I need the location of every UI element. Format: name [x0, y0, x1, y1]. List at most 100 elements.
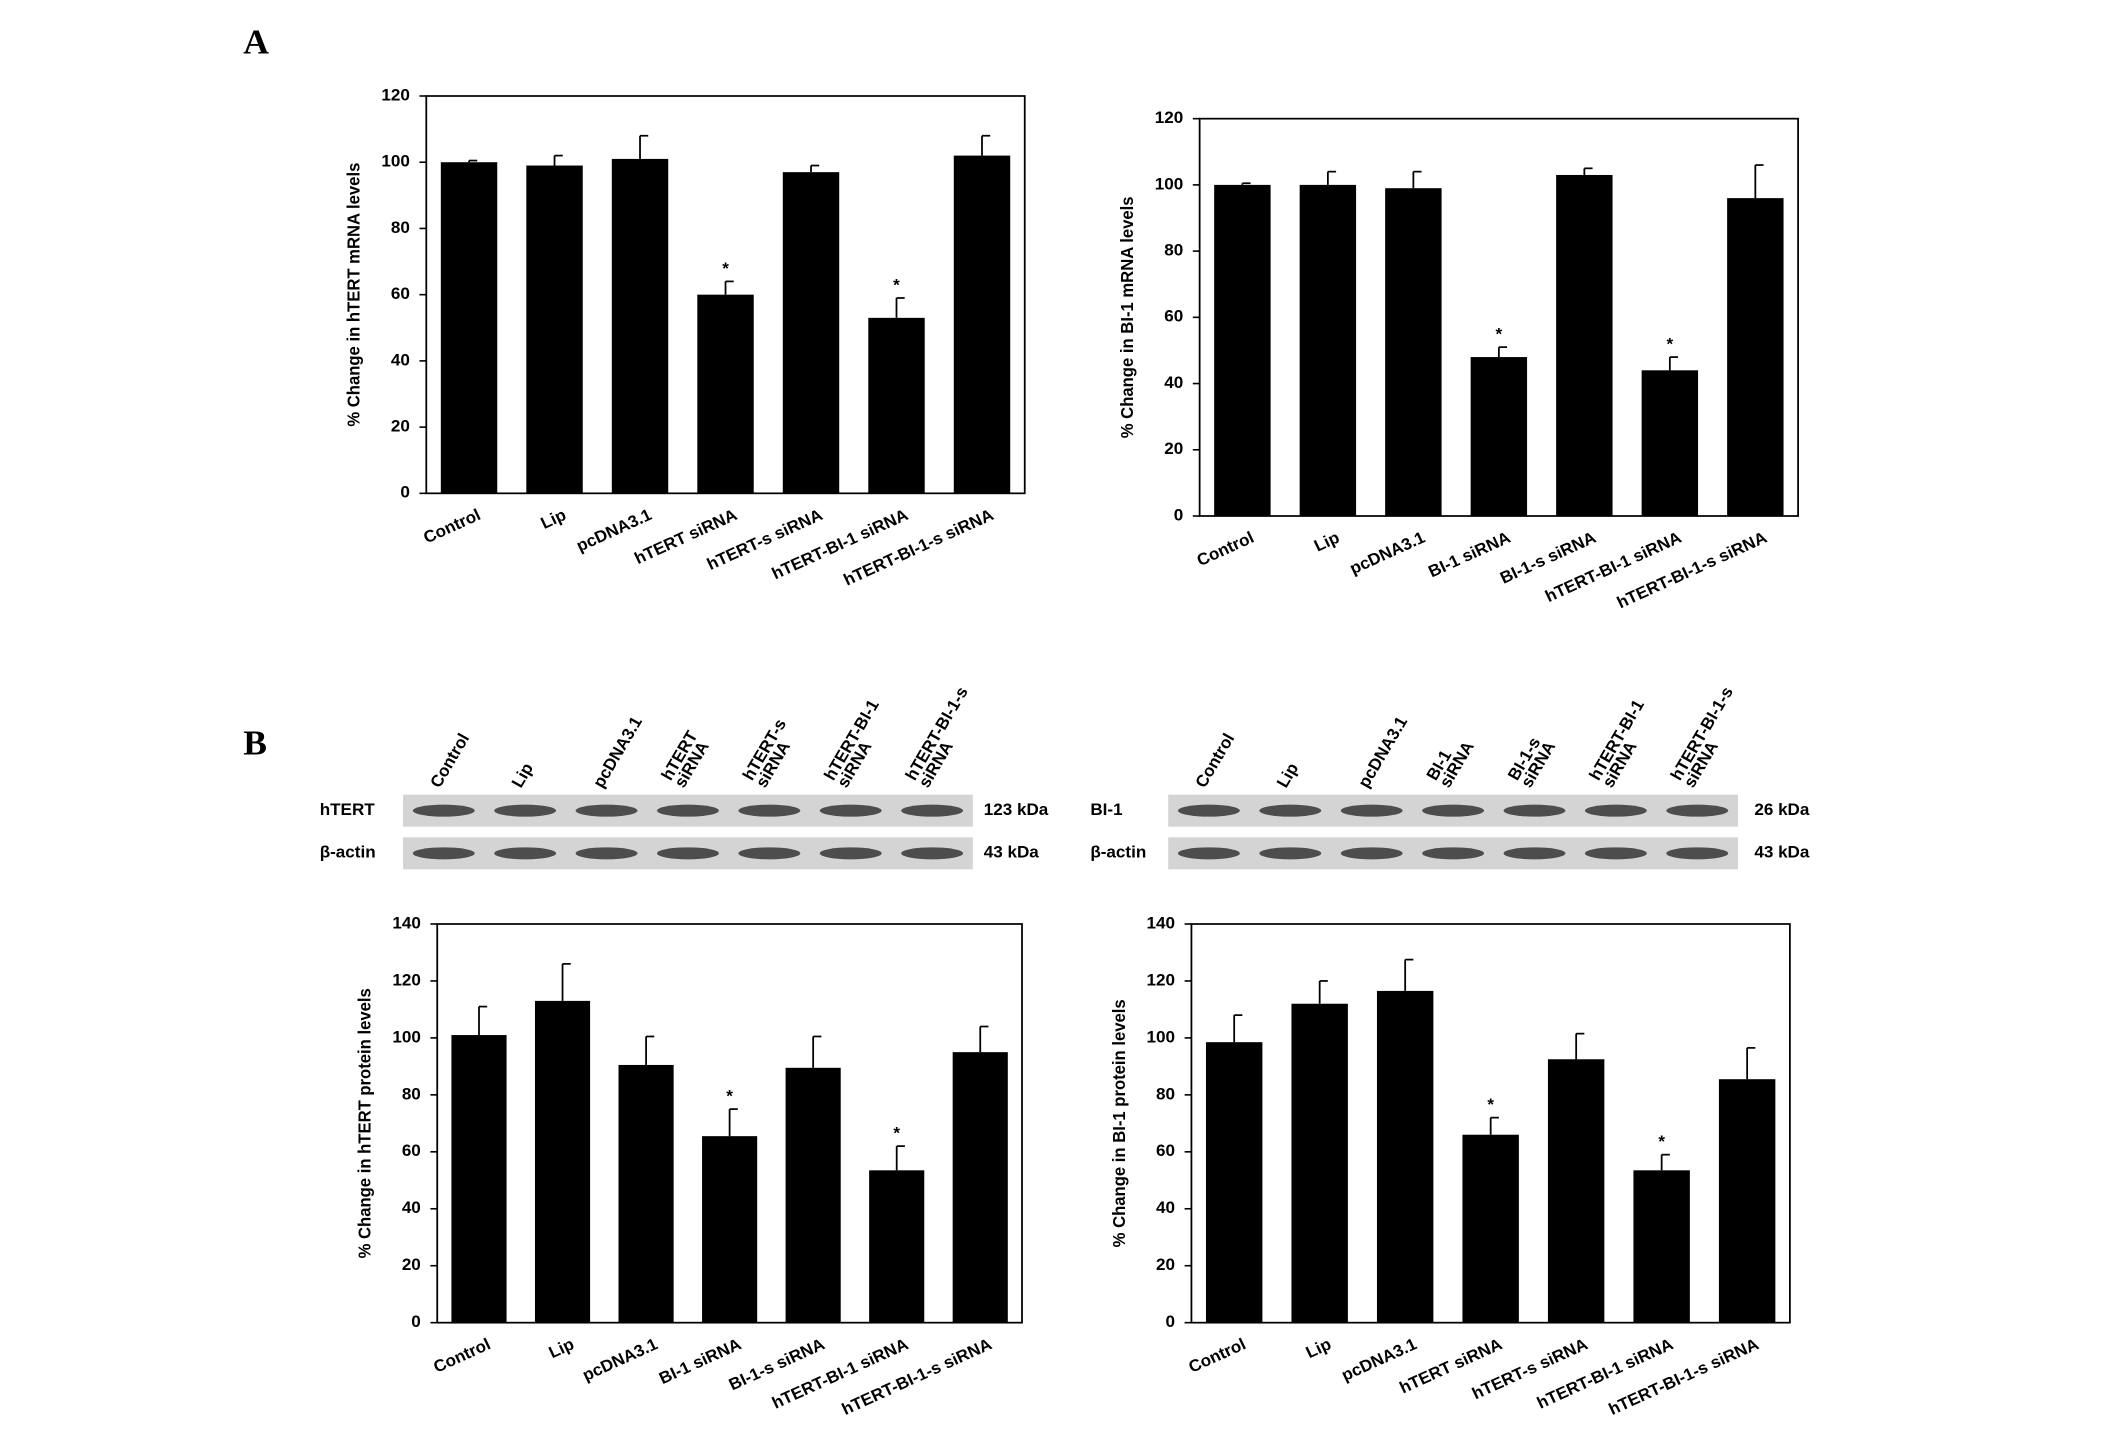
x-tick-label: Lip	[1303, 1335, 1334, 1363]
bar	[1205, 1042, 1263, 1323]
blot-band	[1584, 804, 1647, 817]
y-axis-label: % Change in BI-1 protein levels	[1110, 999, 1129, 1247]
y-tick-label: 140	[392, 914, 420, 933]
blot-band	[1666, 847, 1729, 860]
blot-size-label: 43 kDa	[1754, 843, 1810, 862]
bar	[953, 155, 1011, 494]
blot-band	[1340, 847, 1403, 860]
blot-band	[412, 847, 475, 860]
y-tick-label: 120	[381, 86, 409, 105]
blot-band	[412, 804, 475, 817]
blot-band	[1177, 847, 1240, 860]
significance-marker: *	[722, 259, 729, 278]
lane-label: Lip	[508, 760, 537, 791]
y-tick-label: 0	[1174, 506, 1184, 525]
bar	[1718, 1079, 1776, 1323]
y-tick-label: 120	[1155, 108, 1183, 127]
lane-label: pcDNA3.1	[1354, 713, 1411, 791]
blot-band	[1584, 847, 1647, 860]
bar	[451, 1035, 507, 1323]
bar	[440, 162, 498, 494]
lane-label: Lip	[1273, 760, 1302, 791]
x-tick-label: hTERT-BI-1-s siRNA	[1614, 528, 1770, 612]
blot-band	[494, 804, 557, 817]
x-tick-label: Lip	[538, 505, 569, 533]
y-tick-label: 20	[402, 1255, 421, 1274]
blot-band	[738, 847, 801, 860]
bar	[1470, 357, 1528, 516]
y-tick-label: 20	[391, 417, 410, 436]
bar	[702, 1136, 758, 1323]
x-tick-label: hTERT-BI-1-s siRNA	[841, 505, 997, 589]
blot-row-label: β-actin	[1090, 843, 1146, 862]
x-tick-label: Control	[1186, 1335, 1249, 1377]
y-tick-label: 0	[400, 483, 410, 502]
y-axis-label: % Change in hTERT protein levels	[355, 988, 374, 1258]
blot-band	[901, 804, 964, 817]
blot-band	[657, 847, 719, 860]
blot-row-label: β-actin	[320, 843, 376, 862]
bar	[1556, 174, 1613, 516]
x-tick-label: Control	[430, 1335, 493, 1377]
blot-band	[738, 804, 801, 817]
lane-label: Control	[426, 730, 473, 791]
blot-band	[494, 847, 557, 860]
x-tick-label: hTERT-BI-1-s siRNA	[839, 1335, 995, 1419]
y-tick-label: 20	[1156, 1255, 1175, 1274]
bar	[611, 158, 669, 494]
blot-band	[1259, 804, 1322, 817]
blot-band	[1177, 804, 1240, 817]
x-tick-label: hTERT-BI-1-s siRNA	[1606, 1335, 1762, 1419]
blot-band	[819, 804, 882, 817]
significance-marker: *	[893, 276, 900, 295]
y-tick-label: 120	[1147, 971, 1175, 990]
y-tick-label: 80	[1156, 1084, 1175, 1103]
blot-band	[1503, 804, 1566, 817]
bar	[1462, 1134, 1519, 1323]
blot-band	[1503, 847, 1566, 860]
bar	[1727, 198, 1784, 516]
lane-label: Control	[1191, 730, 1238, 791]
blot-band	[1340, 804, 1403, 817]
x-tick-label: Control	[420, 505, 483, 547]
bar	[1214, 184, 1271, 516]
bar	[1547, 1059, 1605, 1323]
bar	[1376, 990, 1434, 1323]
y-tick-label: 40	[1156, 1198, 1175, 1217]
bar	[782, 172, 840, 494]
bar	[869, 1170, 925, 1323]
blot-band	[575, 847, 638, 860]
y-tick-label: 140	[1147, 914, 1175, 933]
y-tick-label: 40	[1164, 373, 1183, 392]
bar	[1385, 188, 1442, 516]
bar	[534, 1000, 591, 1323]
y-tick-label: 40	[391, 350, 410, 369]
bar	[1641, 370, 1699, 516]
x-tick-label: Control	[1194, 528, 1257, 570]
blot-band	[1422, 804, 1485, 817]
y-tick-label: 100	[392, 1027, 420, 1046]
y-tick-label: 60	[391, 284, 410, 303]
blot-size-label: 43 kDa	[984, 843, 1040, 862]
significance-marker: *	[893, 1124, 900, 1143]
panel-label: B	[243, 724, 267, 763]
blot-band	[1666, 804, 1729, 817]
blot-size-label: 123 kDa	[984, 800, 1049, 819]
bar	[697, 294, 754, 494]
blot-row-label: BI-1	[1090, 800, 1122, 819]
x-tick-label: pcDNA3.1	[1347, 528, 1428, 578]
y-tick-label: 60	[402, 1141, 421, 1160]
bar	[868, 317, 925, 494]
blot-band	[819, 847, 882, 860]
blot-band	[901, 847, 964, 860]
bar	[952, 1052, 1008, 1323]
y-axis-label: % Change in hTERT mRNA levels	[345, 163, 364, 427]
significance-marker: *	[1487, 1095, 1494, 1114]
y-tick-label: 40	[402, 1198, 421, 1217]
y-tick-label: 80	[402, 1084, 421, 1103]
bar	[618, 1064, 674, 1323]
x-tick-label: Lip	[546, 1335, 577, 1363]
x-tick-label: pcDNA3.1	[579, 1335, 660, 1385]
